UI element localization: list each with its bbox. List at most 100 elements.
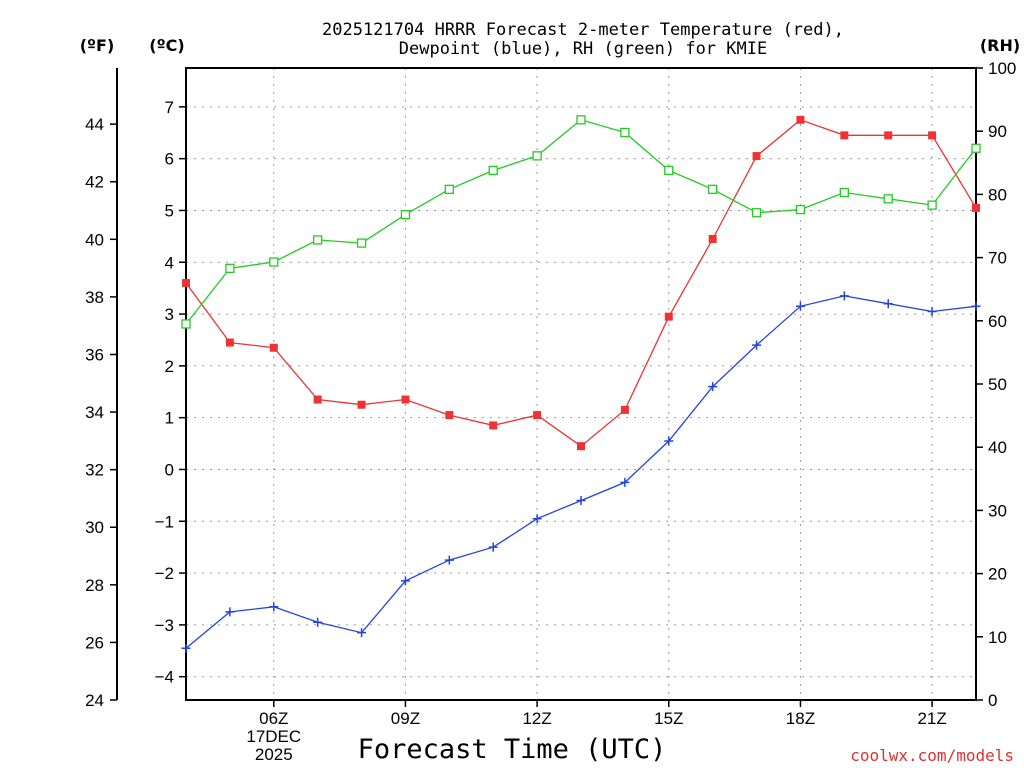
dewpoint-point: [752, 340, 762, 350]
rh-point: [839, 187, 849, 198]
rh-point: [313, 235, 323, 245]
axes: [116, 67, 977, 701]
rh-tick-label: 60: [988, 312, 1007, 331]
dewpoint-point: [883, 299, 893, 309]
fahrenheit-unit-label: (ºF): [80, 36, 115, 55]
fahrenheit-tick-label: 24: [85, 691, 104, 710]
celsius-unit-label: (ºC): [149, 36, 184, 55]
rh-point: [883, 194, 893, 204]
credit-watermark: coolwx.com/models: [850, 746, 1014, 765]
rh-point: [225, 263, 235, 273]
rh-point: [488, 165, 498, 176]
dewpoint-point: [664, 436, 674, 446]
temperature-point: [620, 405, 629, 414]
temperature-point: [269, 343, 278, 352]
rh-point: [532, 151, 542, 161]
rh-point: [400, 209, 411, 220]
dewpoint-point: [839, 291, 849, 301]
rh-point: [181, 319, 191, 329]
dewpoint-point: [444, 555, 454, 565]
fahrenheit-tick-label: 42: [85, 173, 104, 192]
rh-point: [664, 165, 674, 176]
rh-tick-label: 20: [988, 565, 1007, 584]
rh-series-line: [185, 119, 977, 325]
dewpoint-point: [708, 382, 718, 392]
rh-tick-label: 40: [988, 438, 1007, 457]
temperature-point: [664, 312, 673, 321]
dewpoint-series-line: [185, 295, 977, 649]
fahrenheit-tick-label: 34: [85, 403, 104, 422]
dewpoint-point: [576, 496, 586, 506]
time-tick-date: 17DEC: [246, 727, 301, 746]
dewpoint-point: [532, 514, 542, 524]
chart-title-line-1: 2025121704 HRRR Forecast 2-meter Tempera…: [322, 20, 844, 40]
time-tick-label: 18Z: [786, 709, 815, 728]
dewpoint-point: [795, 301, 805, 311]
celsius-tick-label: 4: [165, 253, 174, 272]
rh-tick-label: 70: [988, 249, 1007, 268]
dewpoint-point: [181, 643, 191, 653]
fahrenheit-tick-label: 40: [85, 230, 104, 249]
temperature-point: [445, 411, 454, 420]
dewpoint-point: [357, 628, 367, 638]
series-layer: [181, 115, 981, 653]
rh-point: [795, 204, 806, 215]
temperature-point: [577, 442, 585, 451]
rh-point: [444, 184, 454, 194]
rh-tick-label: 50: [988, 375, 1007, 394]
rh-tick-label: 30: [988, 501, 1007, 520]
dewpoint-point: [971, 301, 981, 311]
celsius-tick-label: 3: [165, 305, 174, 324]
temperature-point: [928, 131, 937, 140]
dewpoint-point: [488, 542, 498, 552]
celsius-ticks: −4 −3 −2 −1 0 1 2 3 4 5 6 7: [155, 98, 186, 687]
rh-tick-label: 100: [988, 59, 1016, 78]
fahrenheit-tick-label: 36: [85, 345, 104, 364]
dewpoint-point: [927, 306, 937, 316]
celsius-tick-label: 0: [165, 460, 174, 479]
fahrenheit-tick-label: 28: [85, 576, 104, 595]
celsius-tick-label: 5: [165, 201, 174, 220]
temperature-series-line: [185, 119, 977, 448]
fahrenheit-tick-label: 32: [85, 461, 104, 480]
rh-point: [620, 127, 630, 138]
rh-point: [971, 143, 981, 153]
celsius-tick-label: −4: [155, 668, 174, 687]
dewpoint-point: [269, 602, 279, 612]
rh-point: [927, 200, 937, 210]
temperature-point: [840, 131, 849, 140]
rh-point: [356, 238, 367, 248]
rh-ticks: 0 10 20 30 40 50 60 70 80 90 100: [976, 59, 1016, 710]
temperature-point: [401, 395, 410, 404]
temperature-point: [708, 234, 717, 243]
fahrenheit-tick-label: 38: [85, 288, 104, 307]
time-tick-year: 2025: [255, 745, 293, 764]
celsius-tick-label: −1: [155, 512, 174, 531]
rh-tick-label: 0: [988, 691, 997, 710]
dewpoint-point: [400, 576, 410, 586]
temperature-point: [313, 395, 322, 404]
celsius-tick-label: 2: [165, 357, 174, 376]
temperature-point: [884, 131, 893, 140]
time-tick-label: 15Z: [654, 709, 683, 728]
fahrenheit-tick-label: 44: [85, 115, 104, 134]
chart-title-line-2: Dewpoint (blue), RH (green) for KMIE: [399, 39, 767, 59]
time-tick-label: 12Z: [522, 709, 551, 728]
fahrenheit-tick-label: 30: [85, 518, 104, 537]
time-tick-label: 09Z: [391, 709, 420, 728]
temperature-point: [225, 338, 234, 347]
time-tick-label: 06Z: [259, 709, 288, 728]
celsius-tick-label: 6: [165, 150, 174, 169]
rh-tick-label: 10: [988, 628, 1007, 647]
rh-point: [576, 115, 586, 125]
rh-unit-label: (RH): [980, 36, 1020, 55]
temperature-point: [182, 278, 190, 287]
temperature-point: [796, 115, 805, 124]
rh-tick-label: 80: [988, 185, 1007, 204]
fahrenheit-ticks: 24 26 28 30 32 34 36 38 40 42 44: [85, 115, 117, 710]
temperature-point: [489, 421, 498, 430]
celsius-tick-label: −3: [155, 616, 174, 635]
celsius-tick-label: 7: [165, 98, 174, 117]
